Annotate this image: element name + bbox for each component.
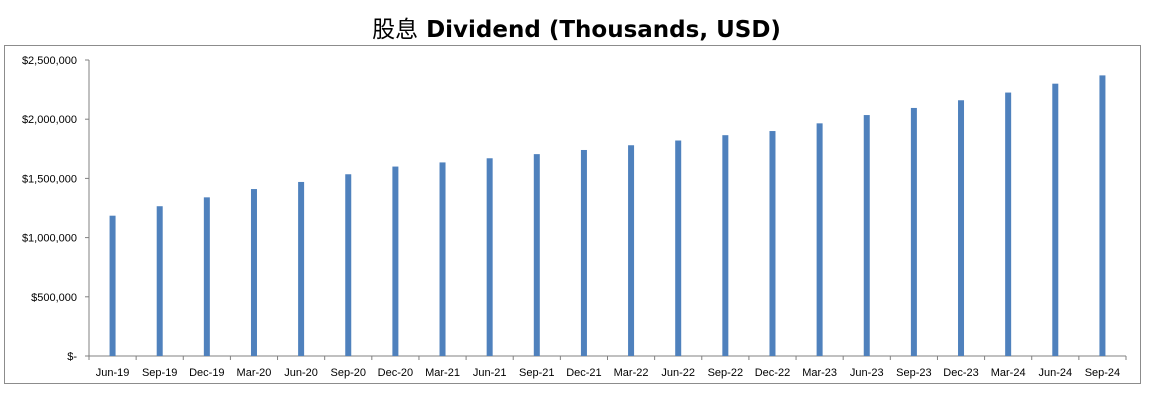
bar: [486, 158, 493, 356]
x-tick-label: Mar-22: [614, 367, 649, 379]
bar: [863, 115, 870, 356]
x-tick-label: Dec-19: [189, 367, 224, 379]
bar: [1052, 83, 1059, 357]
bar: [1099, 75, 1106, 356]
bar: [109, 215, 116, 356]
x-tick-label: Mar-24: [991, 367, 1026, 379]
bar: [1005, 92, 1012, 356]
bar: [203, 197, 210, 356]
chart-title-en: Dividend (Thousands, USD): [426, 17, 781, 43]
x-tick-label: Jun-20: [284, 367, 318, 379]
x-tick-label: Jun-24: [1038, 367, 1072, 379]
y-tick-label: $2,500,000: [22, 55, 77, 67]
x-tick-label: Dec-20: [378, 367, 413, 379]
x-tick-label: Sep-24: [1085, 367, 1120, 379]
y-tick-label: $-: [67, 351, 77, 363]
x-tick-label: Sep-22: [708, 367, 743, 379]
bar: [628, 145, 635, 356]
x-tick-label: Dec-21: [566, 367, 601, 379]
y-tick-label: $1,500,000: [22, 173, 77, 185]
x-tick-label: Mar-23: [802, 367, 837, 379]
x-tick-label: Dec-22: [755, 367, 790, 379]
x-tick-label: Sep-21: [519, 367, 554, 379]
x-tick-label: Mar-21: [425, 367, 460, 379]
bar: [910, 107, 917, 357]
bar: [675, 140, 682, 356]
bar: [345, 174, 352, 356]
y-tick-label: $1,000,000: [22, 233, 77, 245]
x-tick-label: Jun-22: [661, 367, 695, 379]
x-tick-label: Mar-20: [237, 367, 272, 379]
x-tick-label: Sep-19: [142, 367, 177, 379]
bar: [156, 206, 163, 356]
x-tick-label: Dec-23: [943, 367, 978, 379]
bar: [958, 100, 965, 356]
x-tick-label: Sep-23: [896, 367, 931, 379]
y-tick-label: $500,000: [31, 292, 77, 304]
bar: [439, 162, 446, 356]
y-tick-label: $2,000,000: [22, 114, 77, 126]
x-tick-label: Jun-23: [850, 367, 884, 379]
x-tick-label: Sep-20: [331, 367, 366, 379]
bar: [769, 131, 776, 356]
bar: [816, 123, 823, 357]
bar: [533, 154, 540, 356]
bar: [392, 166, 399, 356]
x-tick-label: Jun-19: [96, 367, 130, 379]
bar: [298, 181, 305, 356]
x-tick-label: Jun-21: [473, 367, 507, 379]
chart-frame: [4, 45, 1141, 384]
bar: [250, 189, 257, 356]
chart-title: 股息 Dividend (Thousands, USD): [0, 10, 1153, 44]
bar: [580, 149, 587, 356]
bar: [722, 135, 729, 356]
chart-title-cn: 股息: [372, 17, 419, 43]
